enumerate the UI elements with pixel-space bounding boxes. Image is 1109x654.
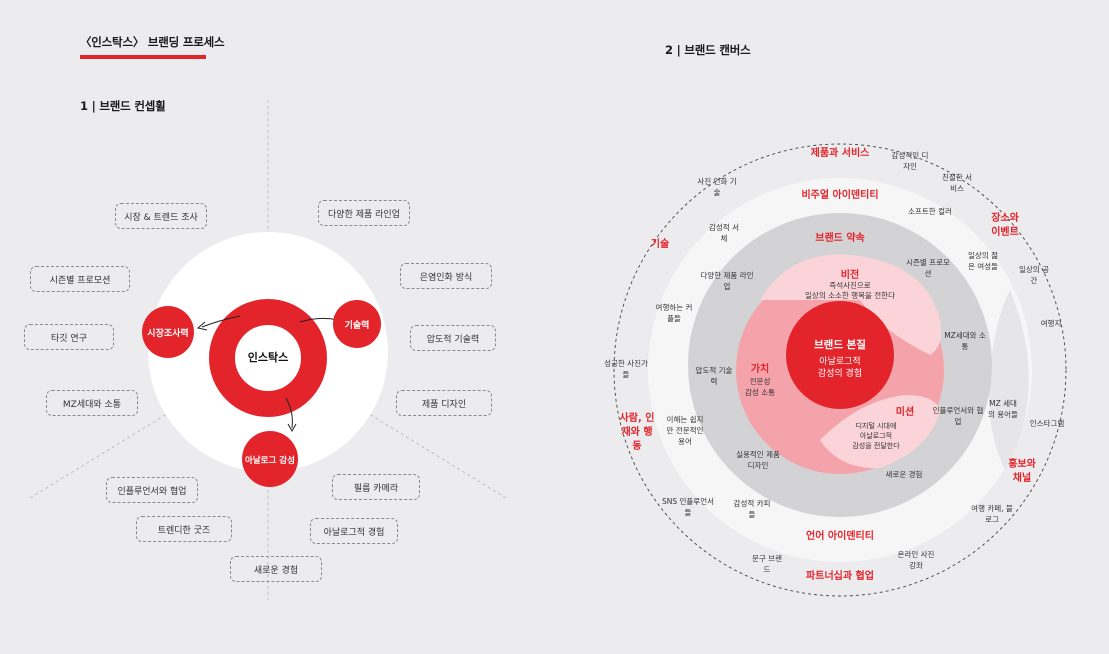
label-partnership: 파트너십과 협업 xyxy=(806,571,874,582)
item-travel-place: 여행지 xyxy=(1040,319,1062,328)
mission-line-2: 아날로그적 xyxy=(859,432,893,440)
node-analog xyxy=(242,431,298,487)
core-line-1: 아날로그적 xyxy=(819,357,861,367)
wheel-ring xyxy=(209,299,327,417)
bubble-right-2: 은염인화 방식 xyxy=(400,263,492,289)
label-brand-promise: 브랜드 약속 xyxy=(815,233,865,244)
canvas-core-circle xyxy=(786,301,894,409)
mission-line-3: 감성을 전달한다 xyxy=(852,442,900,450)
bubble-left-2: 시즌별 프로모션 xyxy=(30,266,130,292)
item-emotional-font: 감성적 서체 xyxy=(709,223,739,243)
node-market xyxy=(142,306,194,358)
canvas-mission-area xyxy=(820,395,940,469)
arrow-head-analog xyxy=(287,423,297,433)
arrow-head-market xyxy=(196,321,208,331)
item-practical-design: 실용적인 제품 디자인 xyxy=(736,450,780,470)
item-travel-couples: 여행하는 커플들 xyxy=(655,303,693,323)
item-emotional-copy: 감성적 카피들 xyxy=(733,499,771,519)
bubble-right-4: 제품 디자인 xyxy=(396,390,492,416)
item-influencer-collab: 인플루언서와 협업 xyxy=(932,406,984,426)
label-visual-identity: 비주얼 아이덴티티 xyxy=(801,190,879,201)
item-print-tech: 사진 인화 기술 xyxy=(697,177,737,197)
node-analog-label: 아날로그 감성 xyxy=(245,455,295,466)
item-instagram: 인스타그램 xyxy=(1029,419,1065,428)
label-promo-channel: 홍보와 채널 xyxy=(1008,459,1036,484)
item-mz-communication: MZ세대와 소통 xyxy=(944,331,986,351)
bubble-right-3: 압도적 기술력 xyxy=(410,325,496,351)
item-daily-space: 일상의 공간 xyxy=(1019,265,1049,285)
guide-line-right xyxy=(267,351,507,499)
section-1-title: 1 | 브랜드 컨셉휠 xyxy=(80,99,166,113)
bubble-bottom-1: 인플루언서와 협업 xyxy=(106,477,198,503)
canvas-side-shade xyxy=(989,290,1029,470)
item-kind-service: 친절한 서비스 xyxy=(942,173,972,193)
mission-title: 미션 xyxy=(895,407,915,418)
value-title: 가치 xyxy=(750,364,770,375)
bubble-bottom-5: 아날로그적 경험 xyxy=(310,518,398,544)
core-line-2: 감성의 경험 xyxy=(817,369,863,379)
item-product-lineup: 다양한 제품 라인업 xyxy=(700,271,754,291)
label-place-event: 장소와 이벤트 xyxy=(991,213,1019,238)
vision-title: 비전 xyxy=(840,270,860,281)
item-soft-color: 소프트한 컬러 xyxy=(908,207,952,216)
title-underline xyxy=(80,55,206,59)
arrow-to-analog xyxy=(285,397,293,429)
wheel-background-circle xyxy=(148,232,388,472)
vision-line-1: 즉석사진으로 xyxy=(829,281,871,290)
item-tech-power: 압도적 기술력 xyxy=(695,366,733,386)
arrow-to-market xyxy=(201,315,241,328)
page-title: 〈인스탁스〉 브랜딩 프로세스 xyxy=(80,35,225,49)
bubble-right-1: 다양한 제품 라인업 xyxy=(318,200,410,226)
section-2-title: 2 | 브랜드 캔버스 xyxy=(665,43,751,57)
item-photographers: 성공한 사진가들 xyxy=(604,359,648,379)
canvas-outer-ring xyxy=(613,143,1067,597)
wheel-center-label: 인스탁스 xyxy=(248,350,288,364)
item-easy-terms: 이해는 쉽지만 전문적인 용어 xyxy=(666,415,704,446)
value-line-2: 감성 소통 xyxy=(745,388,775,397)
label-verbal-identity: 언어 아이덴티티 xyxy=(806,531,874,542)
node-tech-label: 기술력 xyxy=(345,319,370,331)
bubble-bottom-4: 필름 카메라 xyxy=(332,474,420,500)
item-season-promo: 시즌별 프로모션 xyxy=(906,258,950,278)
label-people: 사람, 인재와 행동 xyxy=(619,413,655,452)
canvas-vision-area xyxy=(760,254,942,355)
mission-line-1: 디지털 시대에 xyxy=(855,422,897,430)
bubble-bottom-3: 새로운 경험 xyxy=(230,556,322,582)
item-stationery-brand: 문구 브랜드 xyxy=(752,554,782,574)
vision-line-2: 일상의 소소한 행복을 전한다 xyxy=(805,291,895,300)
node-tech xyxy=(333,300,381,348)
item-sns-influencers: SNS 인플루언서들 xyxy=(661,497,714,517)
bubble-left-1: 시장 & 트렌드 조사 xyxy=(115,203,207,229)
item-young-women: 일상의 젊은 여성들 xyxy=(968,251,998,271)
item-emotional-design: 감성적인 디자인 xyxy=(891,151,929,171)
item-online-course: 온라인 사진 강좌 xyxy=(897,550,935,570)
label-product-service: 제품과 서비스 xyxy=(810,148,870,159)
bubble-bottom-2: 트렌디한 굿즈 xyxy=(136,516,232,542)
item-mz-terms: MZ 세대의 용어들 xyxy=(988,399,1018,419)
guide-line-left xyxy=(29,351,269,499)
item-new-experience: 새로운 경험 xyxy=(885,470,923,479)
item-travel-blog: 여행 카페, 블로그 xyxy=(971,504,1013,524)
bubble-left-3: 타깃 연구 xyxy=(24,324,114,350)
bubble-left-4: MZ세대와 소통 xyxy=(46,390,138,416)
value-line-1: 전문성 xyxy=(749,377,771,386)
label-tech: 기술 xyxy=(650,239,670,250)
core-title: 브랜드 본질 xyxy=(814,339,866,351)
node-market-label: 시장조사력 xyxy=(147,327,188,339)
